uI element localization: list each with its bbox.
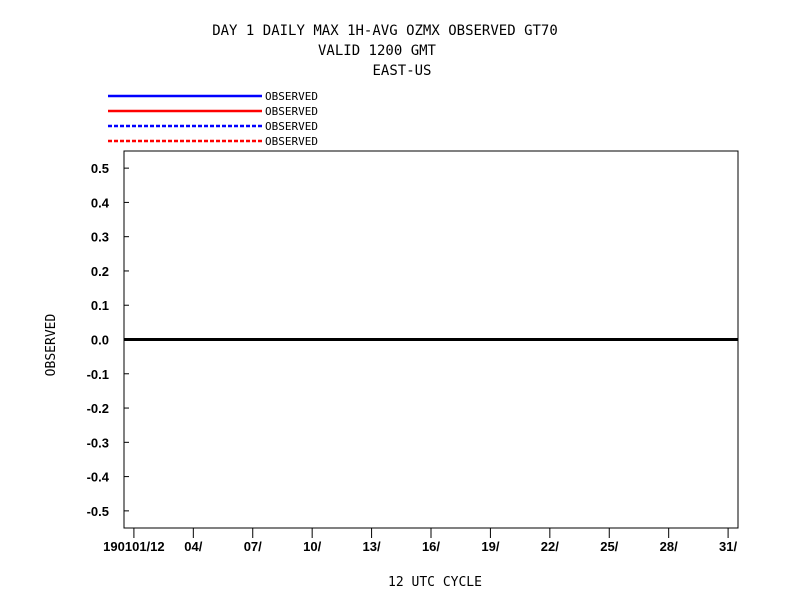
y-tick-label: -0.1 — [87, 367, 109, 382]
y-tick-label: 0.2 — [91, 264, 109, 279]
x-tick-label: 31/ — [719, 539, 737, 554]
legend-label-2: OBSERVED — [265, 105, 318, 118]
x-tick-label: 13/ — [363, 539, 381, 554]
x-tick-label: 190101/12 — [103, 539, 164, 554]
x-tick-label: 19/ — [481, 539, 499, 554]
y-tick-label: 0.5 — [91, 161, 109, 176]
legend: OBSERVED OBSERVED OBSERVED OBSERVED — [108, 90, 318, 148]
x-tick-label: 07/ — [244, 539, 262, 554]
y-tick-label: 0.0 — [91, 333, 109, 348]
chart-title-line-3: EAST-US — [372, 63, 431, 79]
x-tick-label: 25/ — [600, 539, 618, 554]
y-tick-label: 0.3 — [91, 230, 109, 245]
x-tick-label: 22/ — [541, 539, 559, 554]
chart-title-line-1: DAY 1 DAILY MAX 1H-AVG OZMX OBSERVED GT7… — [212, 23, 558, 39]
y-tick-label: -0.4 — [87, 470, 110, 485]
x-axis-label: 12 UTC CYCLE — [388, 575, 482, 590]
y-axis-label: OBSERVED — [44, 314, 59, 377]
chart-title-line-2: VALID 1200 GMT — [318, 43, 437, 59]
y-tick-label: 0.1 — [91, 298, 109, 313]
x-tick-label: 16/ — [422, 539, 440, 554]
y-axis: 0.5 0.4 0.3 0.2 0.1 0.0 -0.1 -0.2 -0.3 -0.4 -0.5 — [87, 161, 129, 519]
x-axis: 190101/12 04/07/10/13/16/19/22/25/28/31/ — [103, 528, 738, 554]
x-tick-label: 10/ — [303, 539, 321, 554]
legend-label-4: OBSERVED — [265, 135, 318, 148]
legend-label-1: OBSERVED — [265, 90, 318, 103]
x-tick-label: 04/ — [184, 539, 202, 554]
legend-label-3: OBSERVED — [265, 120, 318, 133]
y-tick-label: -0.2 — [87, 401, 109, 416]
y-tick-label: -0.3 — [87, 435, 109, 450]
x-tick-label: 28/ — [660, 539, 678, 554]
y-tick-label: 0.4 — [91, 195, 110, 210]
y-tick-label: -0.5 — [87, 504, 109, 519]
